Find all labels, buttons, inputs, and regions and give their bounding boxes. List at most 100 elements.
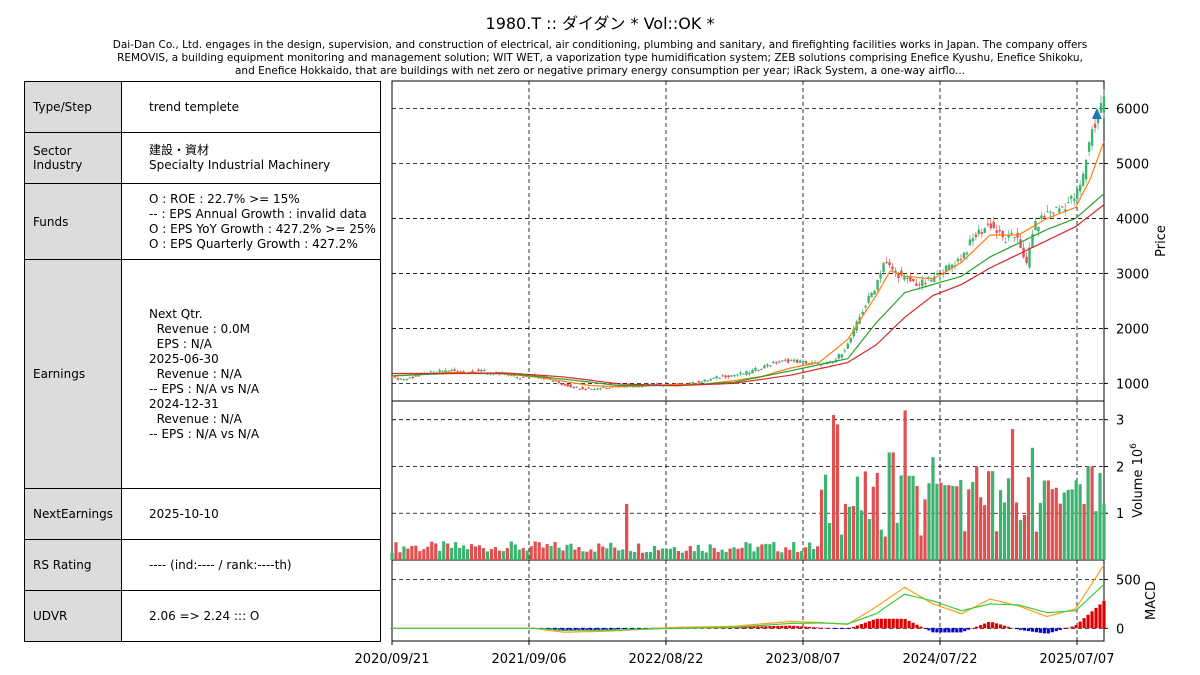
company-description: Dai-Dan Co., Ltd. engages in the design,… — [112, 39, 1088, 77]
macd-histogram-bar — [812, 627, 816, 629]
volume-bar — [808, 542, 812, 560]
x-tick-label: 2025/07/07 — [1040, 652, 1115, 667]
volume-tick-label: 1 — [1116, 507, 1124, 522]
volume-bar — [1038, 502, 1042, 560]
volume-bar — [1010, 429, 1015, 560]
volume-bar — [732, 547, 736, 560]
volume-bar — [780, 552, 784, 560]
price-candle-body — [950, 264, 954, 268]
volume-tick-label: 3 — [1116, 414, 1124, 429]
volume-bar — [430, 541, 434, 560]
price-candle-body — [1064, 209, 1067, 212]
price-candle-body — [930, 279, 933, 282]
price-candle-body — [903, 275, 906, 280]
volume-bar — [1086, 466, 1090, 560]
price-candle-body — [867, 296, 870, 303]
volume-bar — [533, 541, 537, 560]
volume-bar — [517, 549, 521, 560]
price-candle-body — [1075, 188, 1079, 200]
volume-bar — [692, 551, 696, 560]
macd-histogram-bar — [1014, 628, 1019, 630]
macd-histogram-bar — [871, 619, 875, 629]
price-candle-body — [417, 374, 421, 377]
macd-histogram-bar — [1010, 627, 1015, 629]
volume-bar — [656, 550, 661, 560]
macd-histogram-bar — [931, 628, 935, 633]
price-candle-body — [727, 375, 730, 378]
price-candle-body — [703, 379, 707, 382]
macd-histogram-bar — [760, 626, 764, 629]
price-candle-body — [706, 380, 709, 382]
price-candle-body — [477, 369, 480, 372]
macd-histogram-bar — [593, 628, 597, 631]
price-candle-body — [938, 277, 942, 279]
price-candle-body — [1087, 142, 1091, 152]
volume-bar — [434, 543, 438, 560]
macd-histogram-bar — [780, 625, 784, 629]
volume-bar — [812, 548, 816, 560]
price-candle-body — [1084, 159, 1088, 180]
price-candle-body — [1052, 212, 1055, 214]
price-candle-body — [483, 370, 486, 372]
macd-histogram-bar — [748, 626, 752, 629]
macd-histogram-bar — [843, 628, 848, 629]
funds-value: O : ROE : 22.7% >= 15% -- : EPS Annual G… — [121, 183, 381, 260]
volume-bar — [521, 548, 525, 560]
volume-bar — [831, 415, 836, 560]
macd-histogram-bar — [1034, 628, 1038, 633]
volume-bar — [776, 551, 780, 560]
volume-bar — [891, 452, 895, 560]
price-candle-body — [721, 375, 724, 377]
macd-histogram-bar — [963, 628, 967, 632]
price-candle-body — [509, 375, 513, 377]
macd-histogram-bar — [835, 628, 840, 629]
macd-histogram-bar — [788, 625, 792, 629]
price-candle-body — [1099, 102, 1103, 113]
price-candle-body — [831, 362, 835, 364]
price-ma-line-2 — [392, 204, 1105, 387]
price-candle-body — [772, 361, 775, 364]
macd-histogram-bar — [1078, 621, 1082, 629]
volume-bar — [983, 505, 987, 560]
macd-histogram-bar — [1002, 625, 1007, 629]
price-candle-body — [1090, 129, 1094, 146]
macd-histogram-bar — [1102, 600, 1106, 629]
volume-bar — [804, 547, 808, 560]
volume-bar — [1078, 484, 1082, 560]
macd-histogram-bar — [1018, 628, 1023, 630]
volume-bar — [720, 549, 724, 560]
x-tick-label: 2020/09/21 — [355, 652, 430, 667]
volume-bar — [800, 551, 804, 560]
volume-bar — [708, 544, 712, 560]
macd-histogram-bar — [939, 628, 943, 633]
price-tick-label: 6000 — [1116, 102, 1149, 117]
macd-histogram-bar — [1054, 628, 1058, 632]
volume-bar — [879, 529, 883, 560]
volume-bar — [605, 548, 609, 560]
macd-histogram-bar — [1090, 611, 1094, 629]
volume-bar — [1050, 489, 1054, 560]
macd-histogram-bar — [629, 628, 633, 629]
price-candle-body — [408, 377, 412, 379]
macd-histogram-bar — [967, 628, 971, 630]
volume-bar — [585, 551, 589, 560]
volume-bar — [553, 542, 557, 560]
macd-histogram-bar — [891, 618, 895, 629]
price-candle-body — [1058, 208, 1061, 213]
volume-bar — [549, 546, 553, 560]
price-candle-body — [1025, 256, 1028, 264]
price-candle-body — [888, 262, 891, 266]
volume-bar — [1046, 480, 1050, 560]
volume-bar — [418, 551, 422, 560]
volume-bar — [875, 472, 879, 560]
price-candle-body — [557, 381, 561, 384]
volume-bar — [736, 548, 740, 560]
price-signal-marker — [1091, 107, 1102, 119]
volume-bar — [979, 497, 983, 560]
macd-histogram-bar — [764, 626, 768, 629]
price-candle-body — [712, 377, 715, 379]
volume-bar — [819, 489, 824, 560]
volume-bar — [633, 552, 637, 560]
price-candle-body — [1013, 237, 1016, 239]
volume-bar — [851, 506, 856, 560]
